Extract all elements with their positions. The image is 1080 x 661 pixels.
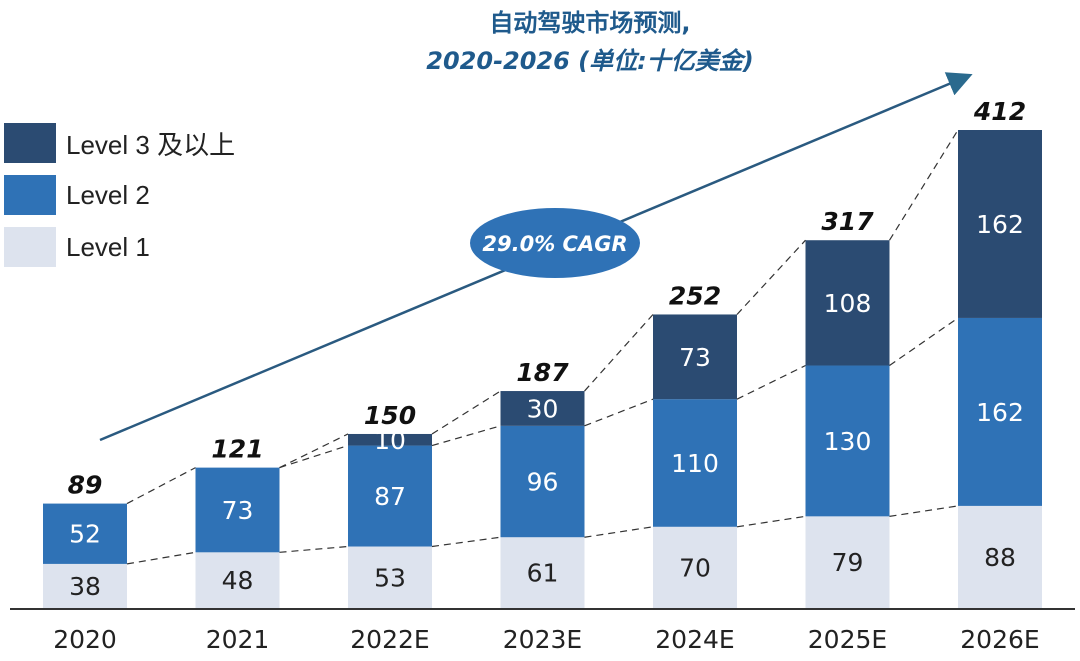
connector-line — [431, 536, 501, 548]
x-tick-label: 2021 — [206, 625, 270, 654]
connector-line — [736, 239, 806, 315]
bar-segment-1 — [958, 505, 1042, 608]
total-label: 150 — [364, 401, 416, 430]
data-label: 61 — [527, 559, 559, 588]
legend: Level 3 及以上 Level 2 Level 1 — [4, 118, 235, 274]
bar-segment-3 — [805, 240, 890, 366]
data-label: 53 — [374, 563, 406, 592]
total-label: 89 — [68, 471, 103, 500]
data-label: 130 — [824, 427, 872, 456]
data-label: 162 — [976, 398, 1024, 427]
x-tick-label: 2020 — [53, 625, 117, 654]
total-label: 317 — [821, 207, 874, 236]
connector-line — [736, 364, 806, 400]
bar-segment-3 — [348, 433, 432, 446]
x-tick-label: 2024E — [655, 625, 734, 654]
bar-segment-3 — [958, 130, 1042, 318]
connector-line — [279, 545, 349, 553]
connector-line — [888, 129, 959, 241]
bar-segment-1 — [653, 526, 737, 608]
data-label: 30 — [527, 394, 559, 423]
connector-line — [126, 551, 196, 565]
data-label: 162 — [976, 210, 1024, 239]
data-label: 87 — [374, 482, 406, 511]
data-label: 52 — [69, 520, 101, 549]
bar-segment-3 — [500, 391, 585, 426]
connector-line — [889, 317, 959, 367]
data-label: 48 — [222, 566, 254, 595]
bar-segment-1 — [348, 546, 432, 608]
legend-label-level2: Level 2 — [66, 179, 150, 210]
bar-segment-2 — [43, 503, 127, 564]
connector-line — [126, 467, 196, 505]
bar-segment-2 — [805, 365, 890, 517]
legend-item-level3: Level 3 及以上 — [4, 118, 235, 168]
bar-segment-3 — [653, 314, 737, 400]
chart-title: 自动驾驶市场预测, — [489, 9, 691, 37]
connector-line — [584, 526, 654, 538]
cagr-label: 29.0% CAGR — [482, 232, 627, 256]
connector-line — [279, 433, 349, 469]
total-label: 412 — [973, 97, 1026, 126]
bar-segment-2 — [958, 317, 1042, 506]
data-label: 88 — [984, 543, 1016, 572]
connector-line — [431, 390, 501, 435]
legend-item-level1: Level 1 — [4, 222, 235, 272]
cagr-ellipse — [470, 208, 640, 278]
bar-segment-1 — [805, 516, 890, 608]
connector-line — [584, 314, 654, 392]
data-label: 73 — [679, 343, 711, 372]
bar-segment-1 — [43, 563, 127, 608]
connector-line — [431, 425, 501, 447]
legend-swatch-level1 — [4, 227, 56, 267]
connector-line — [279, 445, 349, 469]
connector-line — [889, 505, 959, 517]
x-tick-label: 2022E — [350, 625, 429, 654]
bar-segment-2 — [348, 445, 432, 547]
x-tick-label: 2025E — [808, 625, 887, 654]
total-label: 187 — [516, 358, 569, 387]
bar-segment-1 — [500, 537, 585, 608]
data-label: 110 — [671, 449, 719, 478]
x-tick-label: 2026E — [960, 625, 1039, 654]
bar-segment-2 — [653, 399, 737, 527]
connector-line — [736, 515, 806, 528]
data-label: 73 — [222, 496, 254, 525]
chart-subtitle: 2020-2026 (单位:十亿美金) — [426, 47, 754, 75]
data-label: 70 — [679, 553, 711, 582]
data-label: 38 — [69, 572, 101, 601]
data-label: 96 — [527, 468, 559, 497]
bar-segment-2 — [195, 467, 280, 553]
legend-label-level1: Level 1 — [66, 231, 150, 262]
total-label: 121 — [211, 435, 263, 464]
legend-swatch-level3 — [4, 123, 56, 163]
connector-line — [584, 398, 654, 427]
x-tick-label: 2023E — [503, 625, 582, 654]
total-label: 252 — [669, 281, 721, 310]
data-label: 10 — [374, 426, 406, 455]
legend-label-level3: Level 3 及以上 — [66, 129, 236, 160]
legend-swatch-level2 — [4, 175, 56, 215]
bar-segment-2 — [500, 425, 585, 538]
legend-item-level2: Level 2 — [4, 170, 235, 220]
data-label: 108 — [824, 289, 872, 318]
bar-segment-1 — [195, 552, 280, 608]
data-label: 79 — [832, 548, 864, 577]
